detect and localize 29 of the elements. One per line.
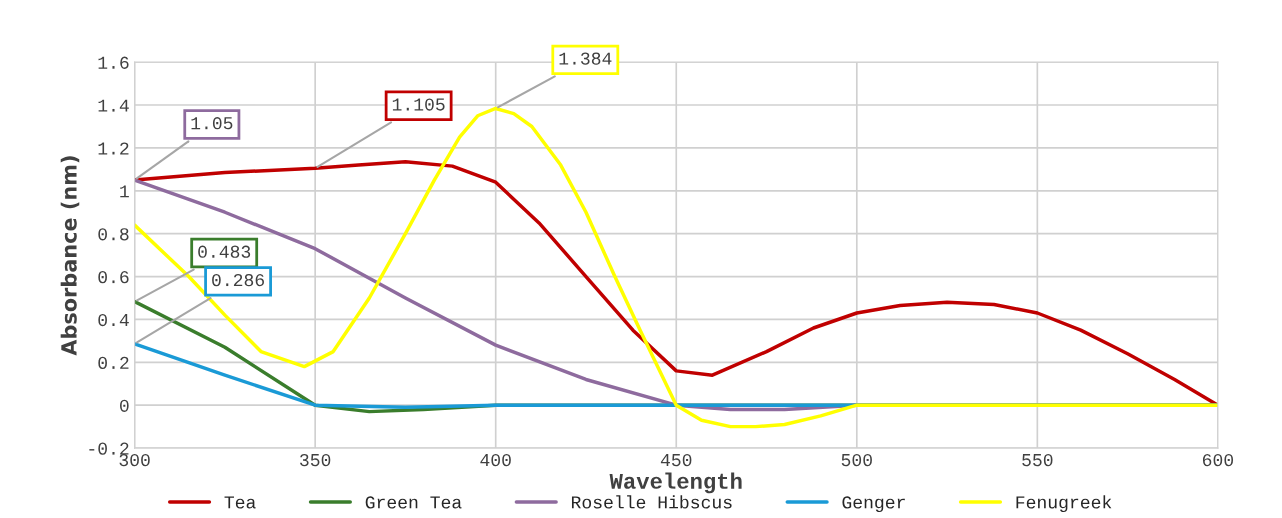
y-tick-label: 1.2 bbox=[98, 142, 129, 155]
x-tick-label: 600 bbox=[1202, 453, 1234, 467]
y-tick-label: 0.8 bbox=[98, 228, 129, 241]
y-tick-label: 0 bbox=[120, 399, 129, 412]
x-axis-title: Wavelength bbox=[609, 472, 742, 494]
legend-label: Genger bbox=[842, 496, 905, 513]
x-tick-label: 400 bbox=[480, 453, 511, 467]
y-tick-label: 1 bbox=[120, 185, 129, 198]
x-tick-label: 300 bbox=[119, 453, 150, 467]
data-label: 1.105 bbox=[392, 98, 445, 111]
y-axis-title: Absorbance (nm) bbox=[60, 156, 80, 356]
y-tick-label: 1.6 bbox=[98, 56, 129, 69]
y-tick-label: 1.4 bbox=[98, 99, 129, 112]
x-tick-label: 550 bbox=[1022, 453, 1053, 467]
data-label: 0.483 bbox=[198, 245, 251, 258]
legend-label: Tea bbox=[224, 496, 256, 509]
legend-label: Roselle Hibscus bbox=[571, 495, 732, 509]
y-tick-label: 0.4 bbox=[98, 313, 129, 327]
y-tick-label: 0.6 bbox=[98, 271, 129, 284]
legend-label: Fenugreek bbox=[1016, 495, 1112, 513]
data-label: 0.286 bbox=[212, 273, 264, 287]
y-tick-label: -0.2 bbox=[89, 442, 129, 455]
y-tick-label: 0.2 bbox=[98, 356, 129, 370]
data-label: 1.05 bbox=[191, 117, 233, 130]
x-tick-label: 500 bbox=[841, 453, 872, 467]
legend-label: Green Tea bbox=[365, 496, 462, 509]
x-tick-label: 350 bbox=[300, 453, 331, 467]
x-tick-label: 450 bbox=[660, 453, 692, 467]
data-label: 1.384 bbox=[559, 52, 612, 65]
